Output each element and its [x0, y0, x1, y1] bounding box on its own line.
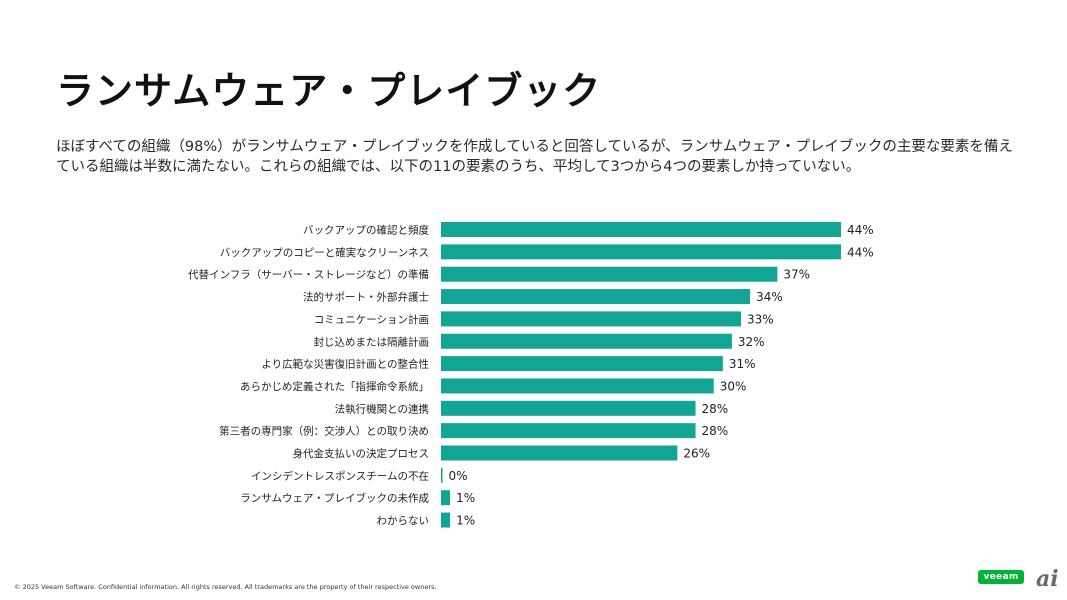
category-label: バックアップのコピーと確実なクリーンネス [220, 246, 429, 259]
data-label: 1% [456, 491, 475, 505]
data-label: 34% [756, 290, 783, 304]
category-label: 法執行機関との連携 [335, 402, 429, 415]
category-label: 封じ込めまたは隔離計画 [314, 335, 430, 348]
bar [441, 266, 778, 282]
bar [441, 512, 451, 528]
bar [441, 378, 714, 394]
data-label: 33% [747, 312, 774, 326]
data-label: 30% [720, 379, 747, 393]
category-label: 身代金支払いの決定プロセス [293, 447, 430, 460]
bar [441, 311, 741, 327]
veeam-logo: veeam [978, 570, 1024, 584]
footer-copyright: © 2025 Veeam Software. Confidential info… [14, 583, 437, 591]
data-label: 28% [702, 424, 729, 438]
bar [441, 400, 696, 416]
bar [441, 356, 723, 372]
site-logo: ai [1036, 566, 1059, 592]
data-label: 44% [847, 245, 874, 259]
category-label: コミュニケーション計画 [314, 313, 429, 326]
category-label: あらかじめ定義された「指揮命令系統」 [240, 380, 429, 393]
bar [441, 289, 751, 305]
category-label: 第三者の専門家（例：交渉人）との取り決め [219, 425, 429, 438]
bar [441, 244, 841, 260]
category-label: より広範な災害復旧計画との整合性 [261, 358, 429, 371]
bar [441, 222, 841, 237]
data-label: 26% [683, 447, 710, 461]
bar-chart: バックアップの確認と頻度 44% バックアップのコピーと確実なクリーンネス 44% 代替… [0, 210, 1067, 540]
bar [441, 423, 696, 439]
bar [441, 467, 443, 483]
data-label: 44% [847, 223, 874, 237]
category-label: インシデントレスポンスチームの不在 [251, 469, 429, 482]
category-label: わからない [377, 515, 430, 527]
data-label: 0% [449, 469, 468, 483]
data-label: 1% [456, 514, 475, 528]
data-label: 32% [738, 335, 765, 349]
bar-chart-svg: バックアップの確認と頻度 44% バックアップのコピーと確実なクリーンネス 44% 代替… [188, 222, 874, 528]
category-label: 代替インフラ（サーバー・ストレージなど）の準備 [188, 268, 429, 281]
bar [441, 333, 732, 349]
category-label: 法的サポート・外部弁護士 [303, 291, 429, 304]
bar [441, 445, 678, 461]
data-label: 28% [702, 402, 729, 416]
page-title: ランサムウェア・プレイブック [56, 69, 602, 113]
description-text: ほぼすべての組織（98%）がランサムウェア・プレイブックを作成していると回答して… [56, 139, 1013, 175]
category-label: ランサムウェア・プレイブックの未作成 [240, 492, 429, 505]
data-label: 37% [783, 268, 810, 282]
category-label: バックアップの確認と頻度 [303, 224, 429, 237]
bar [441, 490, 451, 506]
data-label: 31% [729, 357, 756, 371]
